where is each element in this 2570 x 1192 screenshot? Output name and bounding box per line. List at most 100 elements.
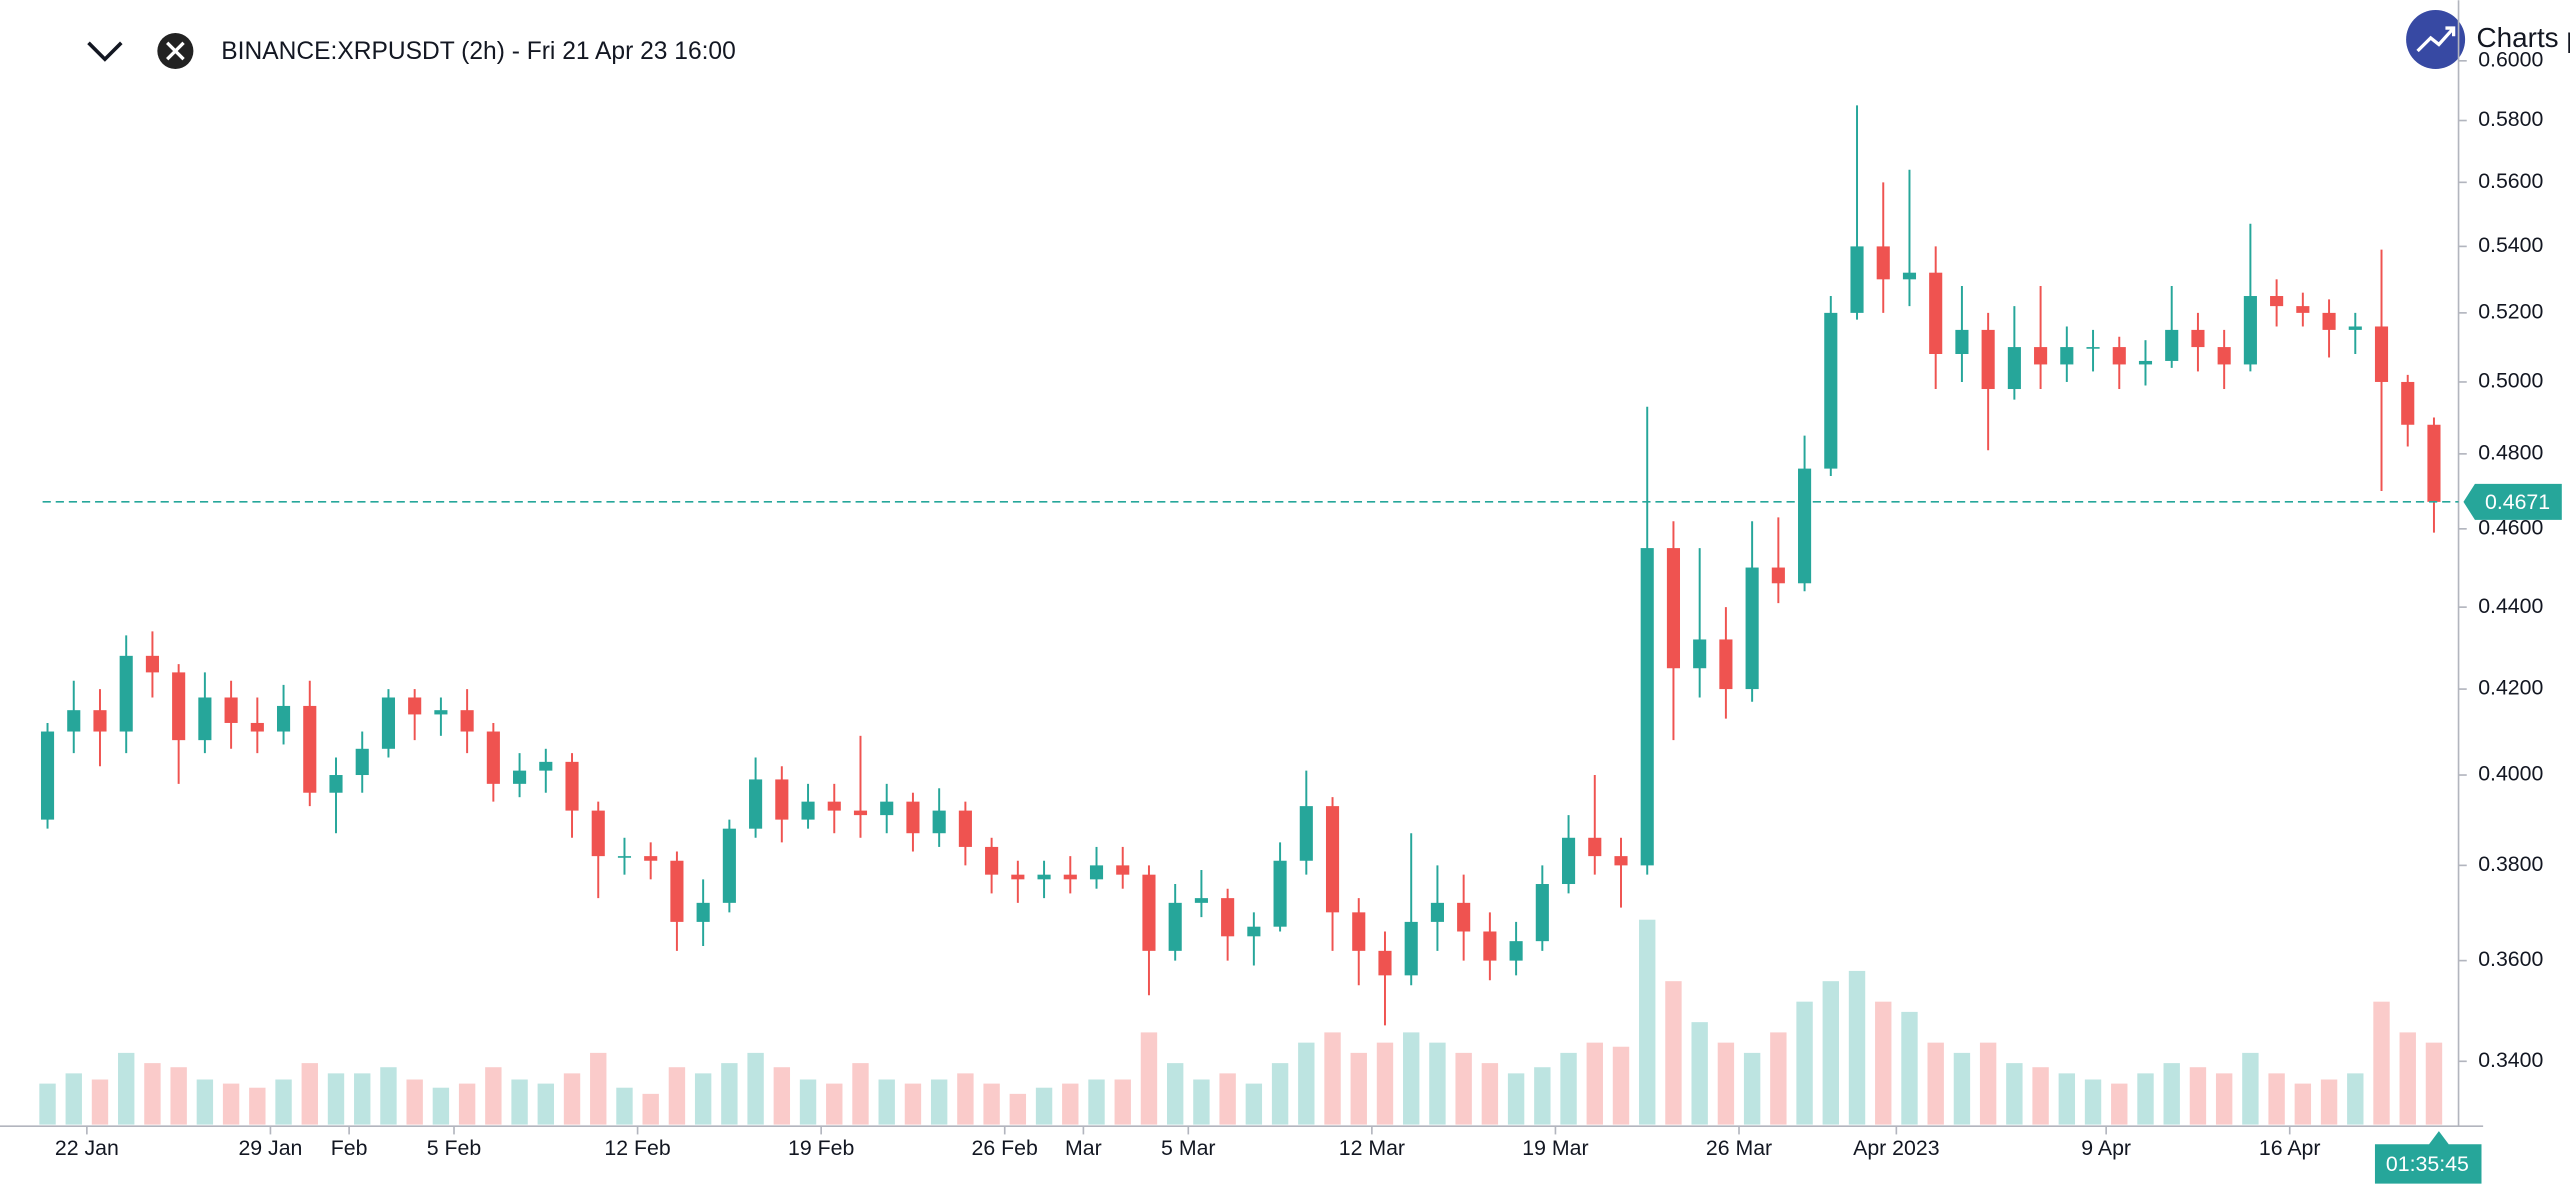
volume-bar — [118, 1052, 135, 1125]
x-tick-label: Feb — [331, 1136, 368, 1160]
volume-bar — [1534, 1067, 1551, 1125]
candle-body — [1640, 548, 1654, 866]
candle-body — [276, 705, 291, 732]
volume-bar — [1298, 1042, 1315, 1125]
candle-body — [1981, 329, 1995, 390]
volume-bar — [1088, 1079, 1105, 1125]
volume-bar — [1009, 1093, 1027, 1125]
candle-body — [1378, 950, 1392, 976]
candle-body — [145, 655, 159, 673]
volume-bar — [799, 1079, 817, 1125]
candle-body — [2060, 347, 2074, 365]
volume-bar — [983, 1083, 1000, 1125]
candle-body — [1483, 931, 1497, 961]
volume-bar — [1612, 1046, 1630, 1125]
volume-bar — [930, 1079, 948, 1125]
candle-body — [2086, 347, 2100, 349]
volume-bar — [563, 1073, 581, 1125]
volume-bar — [1403, 1032, 1420, 1125]
volume-bar — [1271, 1063, 1289, 1125]
y-tick-label: 0.5600 — [2478, 169, 2543, 193]
candle-body — [1168, 902, 1182, 951]
volume-bar — [2373, 1001, 2390, 1125]
brand-logo[interactable] — [2406, 10, 2466, 70]
volume-bar — [2242, 1052, 2259, 1125]
volume-bar — [2320, 1079, 2338, 1125]
candle-body — [1902, 272, 1917, 280]
candle-body — [1771, 567, 1785, 584]
countdown-badge — [2374, 1131, 2482, 1184]
y-tick-label: 0.4400 — [2478, 594, 2543, 618]
volume-bar — [668, 1067, 686, 1125]
candle-body — [1325, 806, 1340, 913]
volume-bar — [2425, 1042, 2443, 1125]
candle-body — [749, 779, 763, 829]
y-tick-label: 0.3600 — [2478, 947, 2543, 971]
candle-body — [408, 697, 422, 715]
y-tick-label: 0.5400 — [2478, 233, 2543, 257]
candle-body — [198, 697, 212, 741]
volume-bar — [747, 1052, 764, 1125]
x-tick-label: 29 Jan — [238, 1136, 302, 1160]
volume-bar — [2399, 1032, 2416, 1125]
volume-bar — [2137, 1073, 2154, 1125]
volume-bar — [2268, 1073, 2285, 1125]
volume-bar — [196, 1079, 214, 1125]
brand-text[interactable]: Charts p — [2477, 22, 2570, 53]
volume-bar — [1848, 970, 1866, 1125]
volume-bar — [1586, 1042, 1603, 1125]
x-tick-label: 16 Apr — [2259, 1136, 2321, 1160]
candle-body — [565, 761, 579, 811]
candle-body — [1535, 884, 1549, 942]
volume-bar — [170, 1067, 187, 1125]
candle-body — [670, 860, 684, 922]
candle-body — [2374, 326, 2389, 382]
volume-bar — [1901, 1011, 1918, 1125]
volume-bar — [1743, 1052, 1761, 1125]
candle-body — [932, 810, 946, 834]
candle-body — [958, 810, 972, 847]
candle-body — [1063, 874, 1077, 880]
volume-bar — [2111, 1083, 2128, 1125]
volume-bar — [2215, 1073, 2233, 1125]
candle-body — [1876, 246, 1890, 280]
volume-bar — [65, 1073, 82, 1125]
collapse-chevron[interactable] — [87, 41, 123, 62]
volume-bar — [485, 1067, 502, 1125]
candle-body — [1745, 567, 1759, 690]
volume-bar — [721, 1063, 738, 1125]
volume-bar — [2032, 1067, 2049, 1125]
volume-bar — [904, 1083, 922, 1125]
candle-body — [1666, 548, 1681, 669]
volume-pane — [39, 919, 2443, 1125]
candle-body — [2243, 296, 2257, 365]
candle-body — [2165, 329, 2179, 361]
volume-bar — [249, 1087, 266, 1125]
volume-bar — [301, 1063, 318, 1125]
volume-bar — [1717, 1042, 1735, 1125]
candle-body — [93, 710, 107, 732]
candle-body — [2217, 347, 2231, 365]
candle-body — [1037, 874, 1051, 880]
candle-body — [617, 856, 632, 858]
candle-body — [1142, 874, 1156, 951]
symbol-icon-mark — [166, 41, 185, 61]
volume-bar — [694, 1073, 712, 1125]
volume-bar — [2084, 1079, 2102, 1125]
candle-body — [486, 731, 500, 784]
candle-body — [2296, 306, 2310, 313]
volume-bar — [1455, 1052, 1472, 1125]
volume-bar — [458, 1083, 476, 1125]
candle-body — [2427, 424, 2441, 502]
candle-body — [801, 801, 815, 820]
candle-body — [1194, 898, 1208, 903]
volume-bar — [2347, 1073, 2364, 1125]
x-tick-label: 9 Apr — [2081, 1136, 2131, 1160]
candle-body — [2322, 312, 2336, 330]
volume-bar — [1796, 1001, 1813, 1125]
x-tick-label: 19 Mar — [1522, 1136, 1588, 1160]
y-tick-label: 0.5000 — [2478, 369, 2543, 393]
volume-bar — [616, 1087, 633, 1125]
volume-bar — [2294, 1083, 2312, 1125]
